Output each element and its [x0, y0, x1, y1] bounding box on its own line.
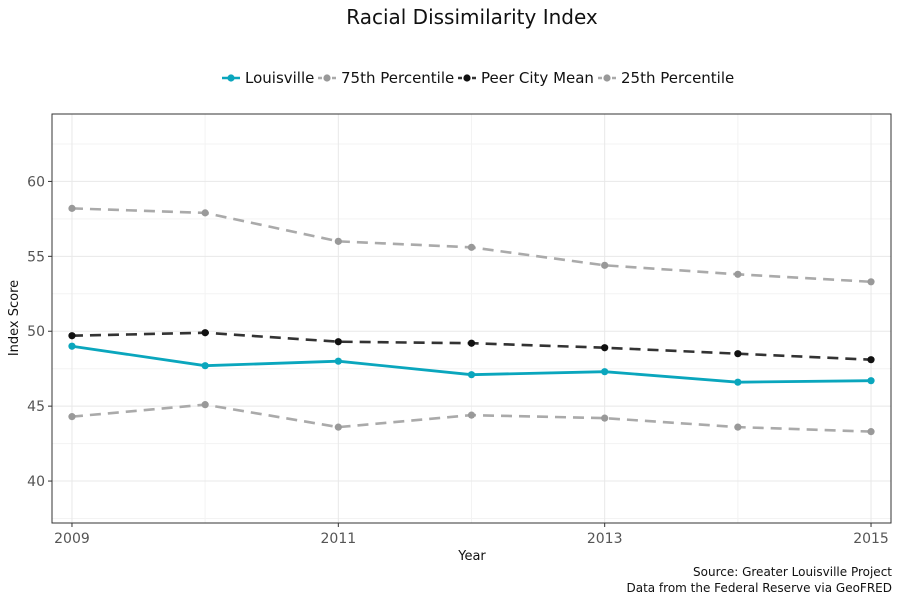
- data-point: [601, 414, 609, 422]
- data-point: [467, 411, 476, 419]
- chart-title: Racial Dissimilarity Index: [346, 5, 598, 29]
- x-axis-ticks: 2009 2011 2013 2015: [54, 523, 889, 547]
- data-point: [201, 401, 209, 409]
- data-point: [734, 423, 742, 431]
- series-3: [68, 401, 875, 436]
- data-point: [601, 344, 609, 352]
- grid-major: [52, 114, 891, 523]
- caption-data: Data from the Federal Reserve via GeoFRE…: [626, 581, 892, 595]
- y-tick-label: 55: [27, 249, 45, 265]
- data-point: [68, 332, 76, 340]
- data-point: [201, 329, 209, 337]
- data-point: [601, 368, 609, 376]
- y-axis-title: Index Score: [7, 280, 22, 356]
- series-0: [68, 342, 875, 386]
- legend-label: Louisville: [245, 69, 314, 87]
- data-point: [734, 378, 742, 386]
- legend-item: 25th Percentile: [598, 69, 734, 87]
- data-point: [867, 428, 875, 436]
- data-point: [201, 209, 209, 217]
- data-point: [867, 377, 875, 385]
- data-point: [68, 413, 76, 421]
- series-2: [68, 329, 875, 364]
- data-point: [467, 339, 476, 347]
- data-point: [68, 204, 76, 212]
- y-axis-ticks: 40 45 50 55 60: [27, 174, 52, 490]
- legend-label: 75th Percentile: [341, 69, 454, 87]
- legend-swatch-point: [227, 74, 235, 82]
- data-point: [601, 261, 609, 269]
- data-point: [68, 342, 76, 350]
- data-point: [734, 350, 742, 358]
- legend-swatch-point: [463, 74, 471, 82]
- plot-border: [51, 113, 892, 524]
- legend-label: 25th Percentile: [621, 69, 734, 87]
- legend-swatch-point: [603, 74, 611, 82]
- series-1: [68, 204, 875, 286]
- x-tick-label: 2013: [587, 531, 623, 547]
- caption-source: Source: Greater Louisville Project: [693, 565, 892, 579]
- data-point: [334, 423, 342, 431]
- y-tick-label: 50: [27, 324, 45, 340]
- data-point: [734, 270, 742, 278]
- data-point: [334, 357, 342, 365]
- data-point: [334, 237, 342, 245]
- legend-item: Peer City Mean: [458, 69, 594, 87]
- series-layer: [68, 204, 875, 436]
- legend-item: Louisville: [222, 69, 314, 87]
- legend-label: Peer City Mean: [481, 69, 594, 87]
- x-axis-title: Year: [457, 549, 486, 564]
- data-point: [334, 338, 342, 346]
- data-point: [201, 362, 209, 370]
- y-tick-label: 45: [27, 399, 45, 415]
- x-tick-label: 2009: [54, 531, 90, 547]
- y-tick-label: 40: [27, 474, 45, 490]
- data-point: [467, 371, 476, 379]
- x-tick-label: 2011: [321, 531, 357, 547]
- legend: Louisville 75th Percentile Peer City Mean 2…: [222, 69, 734, 87]
- legend-swatch-point: [323, 74, 331, 82]
- data-point: [867, 356, 875, 364]
- x-tick-label: 2015: [853, 531, 889, 547]
- data-point: [867, 278, 875, 286]
- y-tick-label: 60: [27, 174, 45, 190]
- legend-item: 75th Percentile: [318, 69, 454, 87]
- data-point: [467, 243, 476, 251]
- grid-minor: [52, 114, 891, 523]
